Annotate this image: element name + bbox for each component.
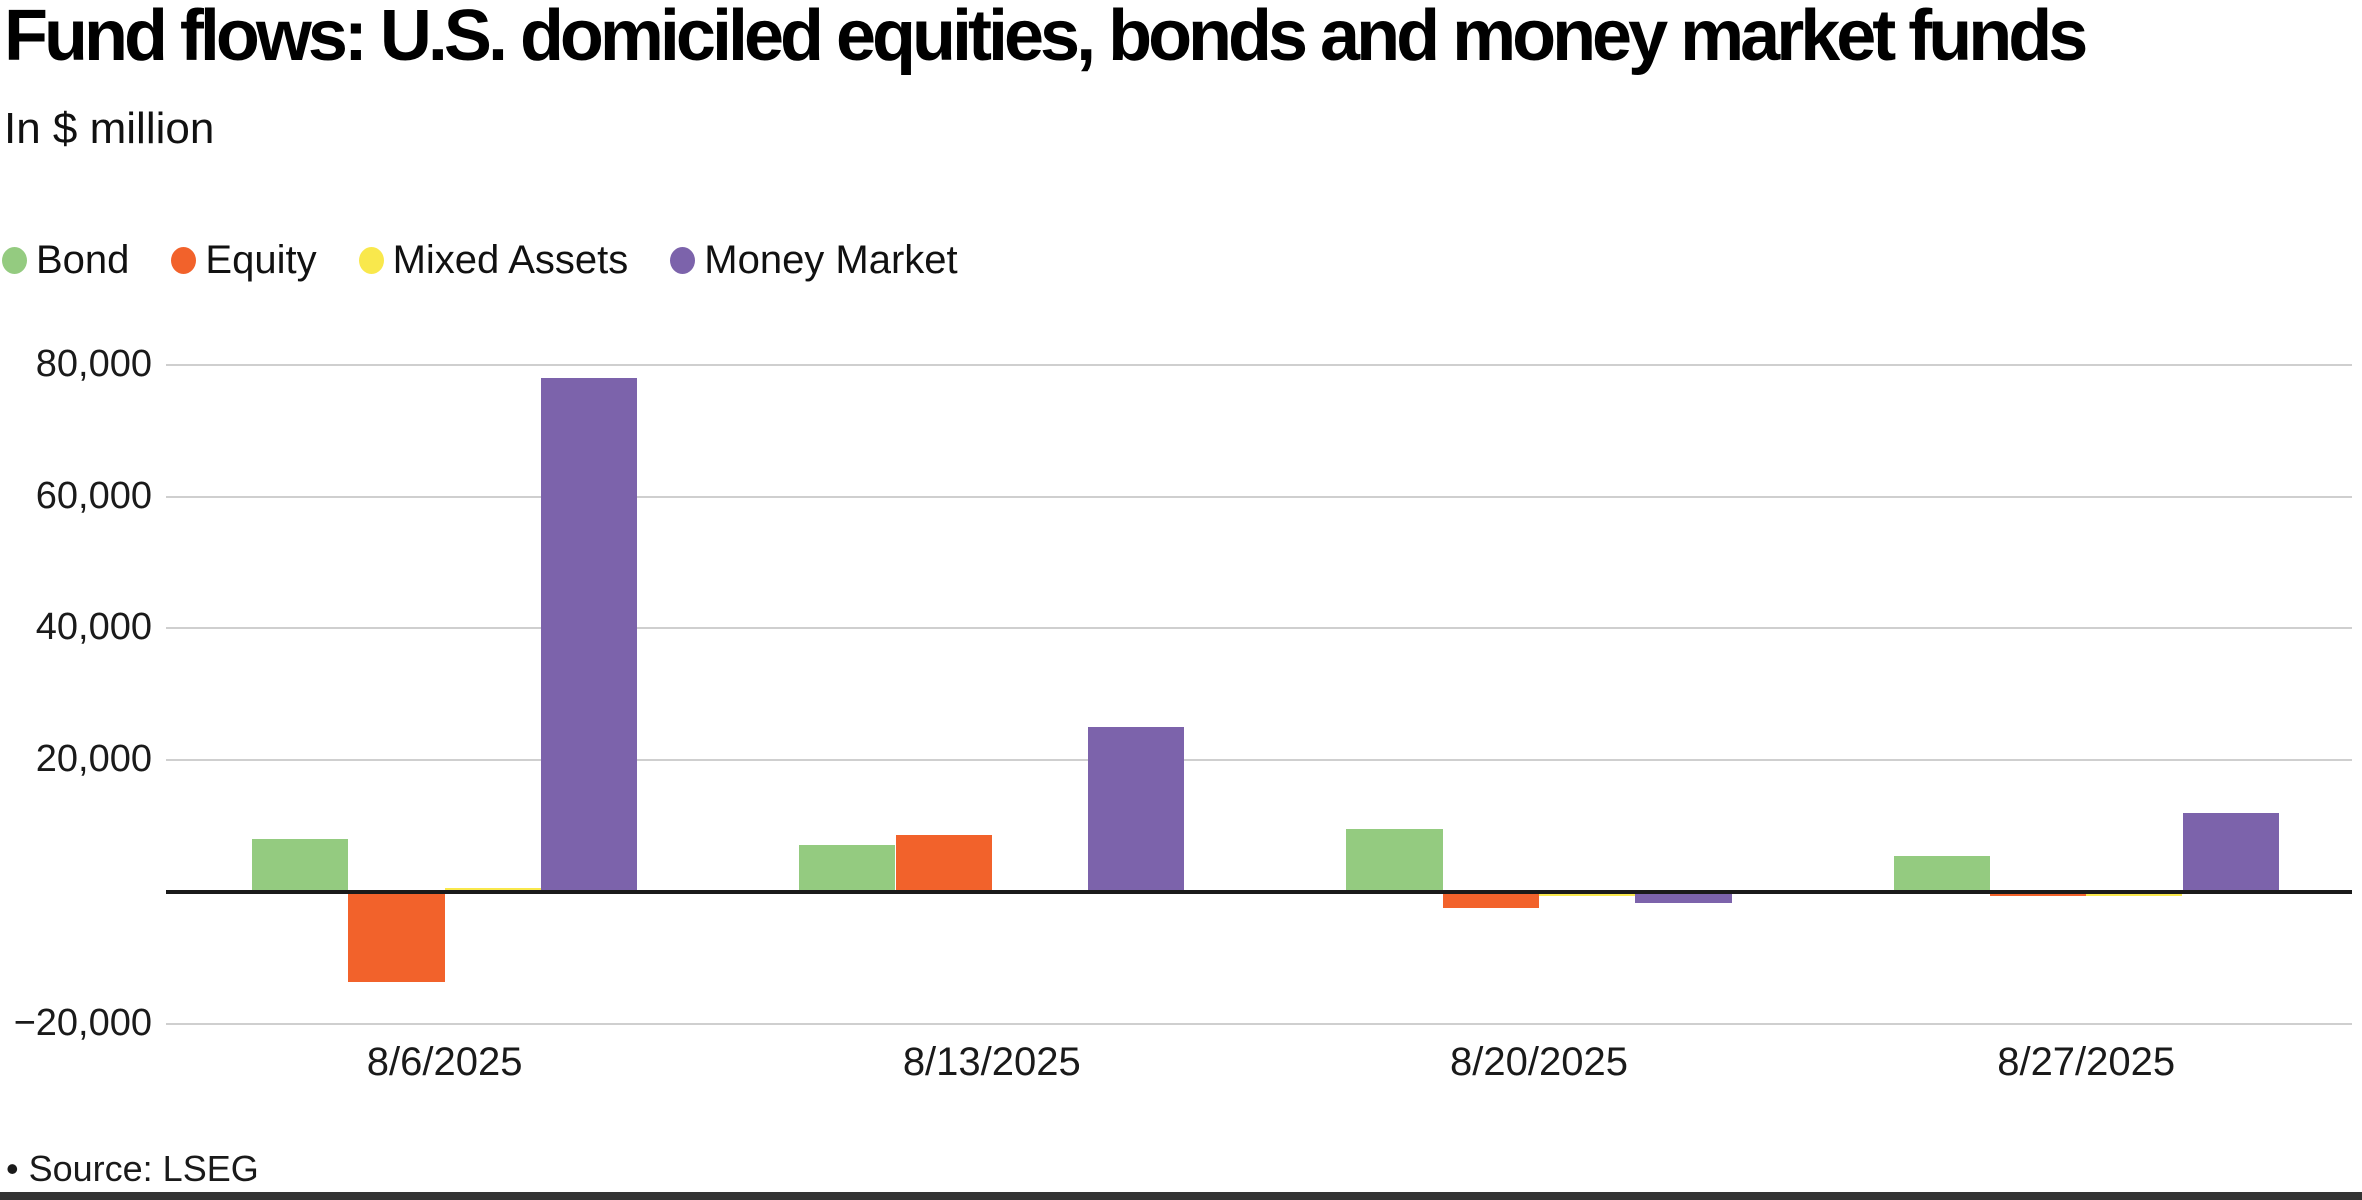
- bar-bond-8-13-2025: [799, 844, 896, 892]
- x-axis-label: 8/20/2025: [1450, 1040, 1628, 1084]
- bar-money-market-8-20-2025: [1635, 892, 1732, 903]
- zero-axis-line: [166, 890, 2352, 894]
- y-axis-label: 20,000: [35, 738, 152, 781]
- bar-equity-8-27-2025: [1989, 892, 2087, 896]
- legend-item-money-market: Money Market: [670, 238, 958, 283]
- page-title: Fund flows: U.S. domiciled equities, bon…: [4, 0, 2088, 76]
- bar-equity-8-6-2025: [348, 892, 445, 983]
- legend-item-label: Money Market: [704, 238, 958, 282]
- gridline-80000: [166, 363, 2352, 366]
- bar-money-market-8-13-2025: [1088, 727, 1185, 892]
- y-axis-label: 60,000: [35, 474, 152, 517]
- source-note: • Source: LSEG: [6, 1148, 259, 1189]
- legend-dot-icon: [171, 247, 197, 274]
- bar-bond-8-6-2025: [252, 839, 349, 892]
- chart-units-label: In $ million: [4, 104, 215, 153]
- bar-bond-8-27-2025: [1893, 855, 1990, 892]
- gridline-60000: [166, 495, 2352, 498]
- bar-bond-8-20-2025: [1346, 828, 1443, 892]
- legend-item-label: Equity: [205, 238, 317, 282]
- legend-item-mixed-assets: Mixed Assets: [358, 238, 629, 283]
- bar-money-market-8-6-2025: [540, 377, 638, 892]
- bar-mixed-assets-8-27-2025: [2086, 892, 2183, 896]
- legend-item-equity: Equity: [171, 238, 317, 283]
- y-axis-label: −20,000: [13, 1001, 152, 1044]
- legend-dot-icon: [358, 247, 384, 274]
- legend-dot-icon: [670, 247, 696, 274]
- bar-mixed-assets-8-20-2025: [1539, 892, 1636, 896]
- legend-dot-icon: [2, 247, 27, 274]
- legend-item-label: Mixed Assets: [392, 238, 629, 282]
- gridline--20000: [166, 1022, 2352, 1025]
- gridline-40000: [166, 627, 2352, 630]
- bar-equity-8-13-2025: [895, 835, 992, 892]
- x-axis-label: 8/27/2025: [1997, 1040, 2176, 1084]
- bar-money-market-8-27-2025: [2182, 812, 2279, 892]
- x-axis-label: 8/13/2025: [902, 1040, 1081, 1084]
- legend: Bond Equity Mixed Assets Money Market: [2, 238, 958, 283]
- bar-equity-8-20-2025: [1442, 892, 1539, 908]
- y-axis-label: 40,000: [35, 606, 152, 649]
- bottom-divider: [0, 1192, 2362, 1200]
- legend-item-label: Bond: [36, 238, 130, 282]
- legend-item-bond: Bond: [2, 238, 129, 283]
- gridline-20000: [166, 759, 2352, 762]
- x-axis-label: 8/6/2025: [366, 1040, 523, 1084]
- y-axis-label: 80,000: [35, 342, 152, 385]
